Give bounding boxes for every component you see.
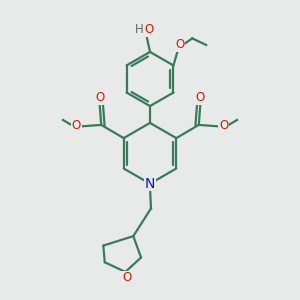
Text: O: O [219, 119, 228, 132]
Text: H: H [134, 23, 143, 36]
Text: O: O [95, 91, 104, 104]
Text: O: O [176, 38, 185, 52]
Text: O: O [72, 119, 81, 132]
Text: O: O [122, 271, 131, 284]
Text: N: N [145, 177, 155, 191]
Text: O: O [196, 91, 205, 104]
Text: O: O [144, 23, 153, 36]
